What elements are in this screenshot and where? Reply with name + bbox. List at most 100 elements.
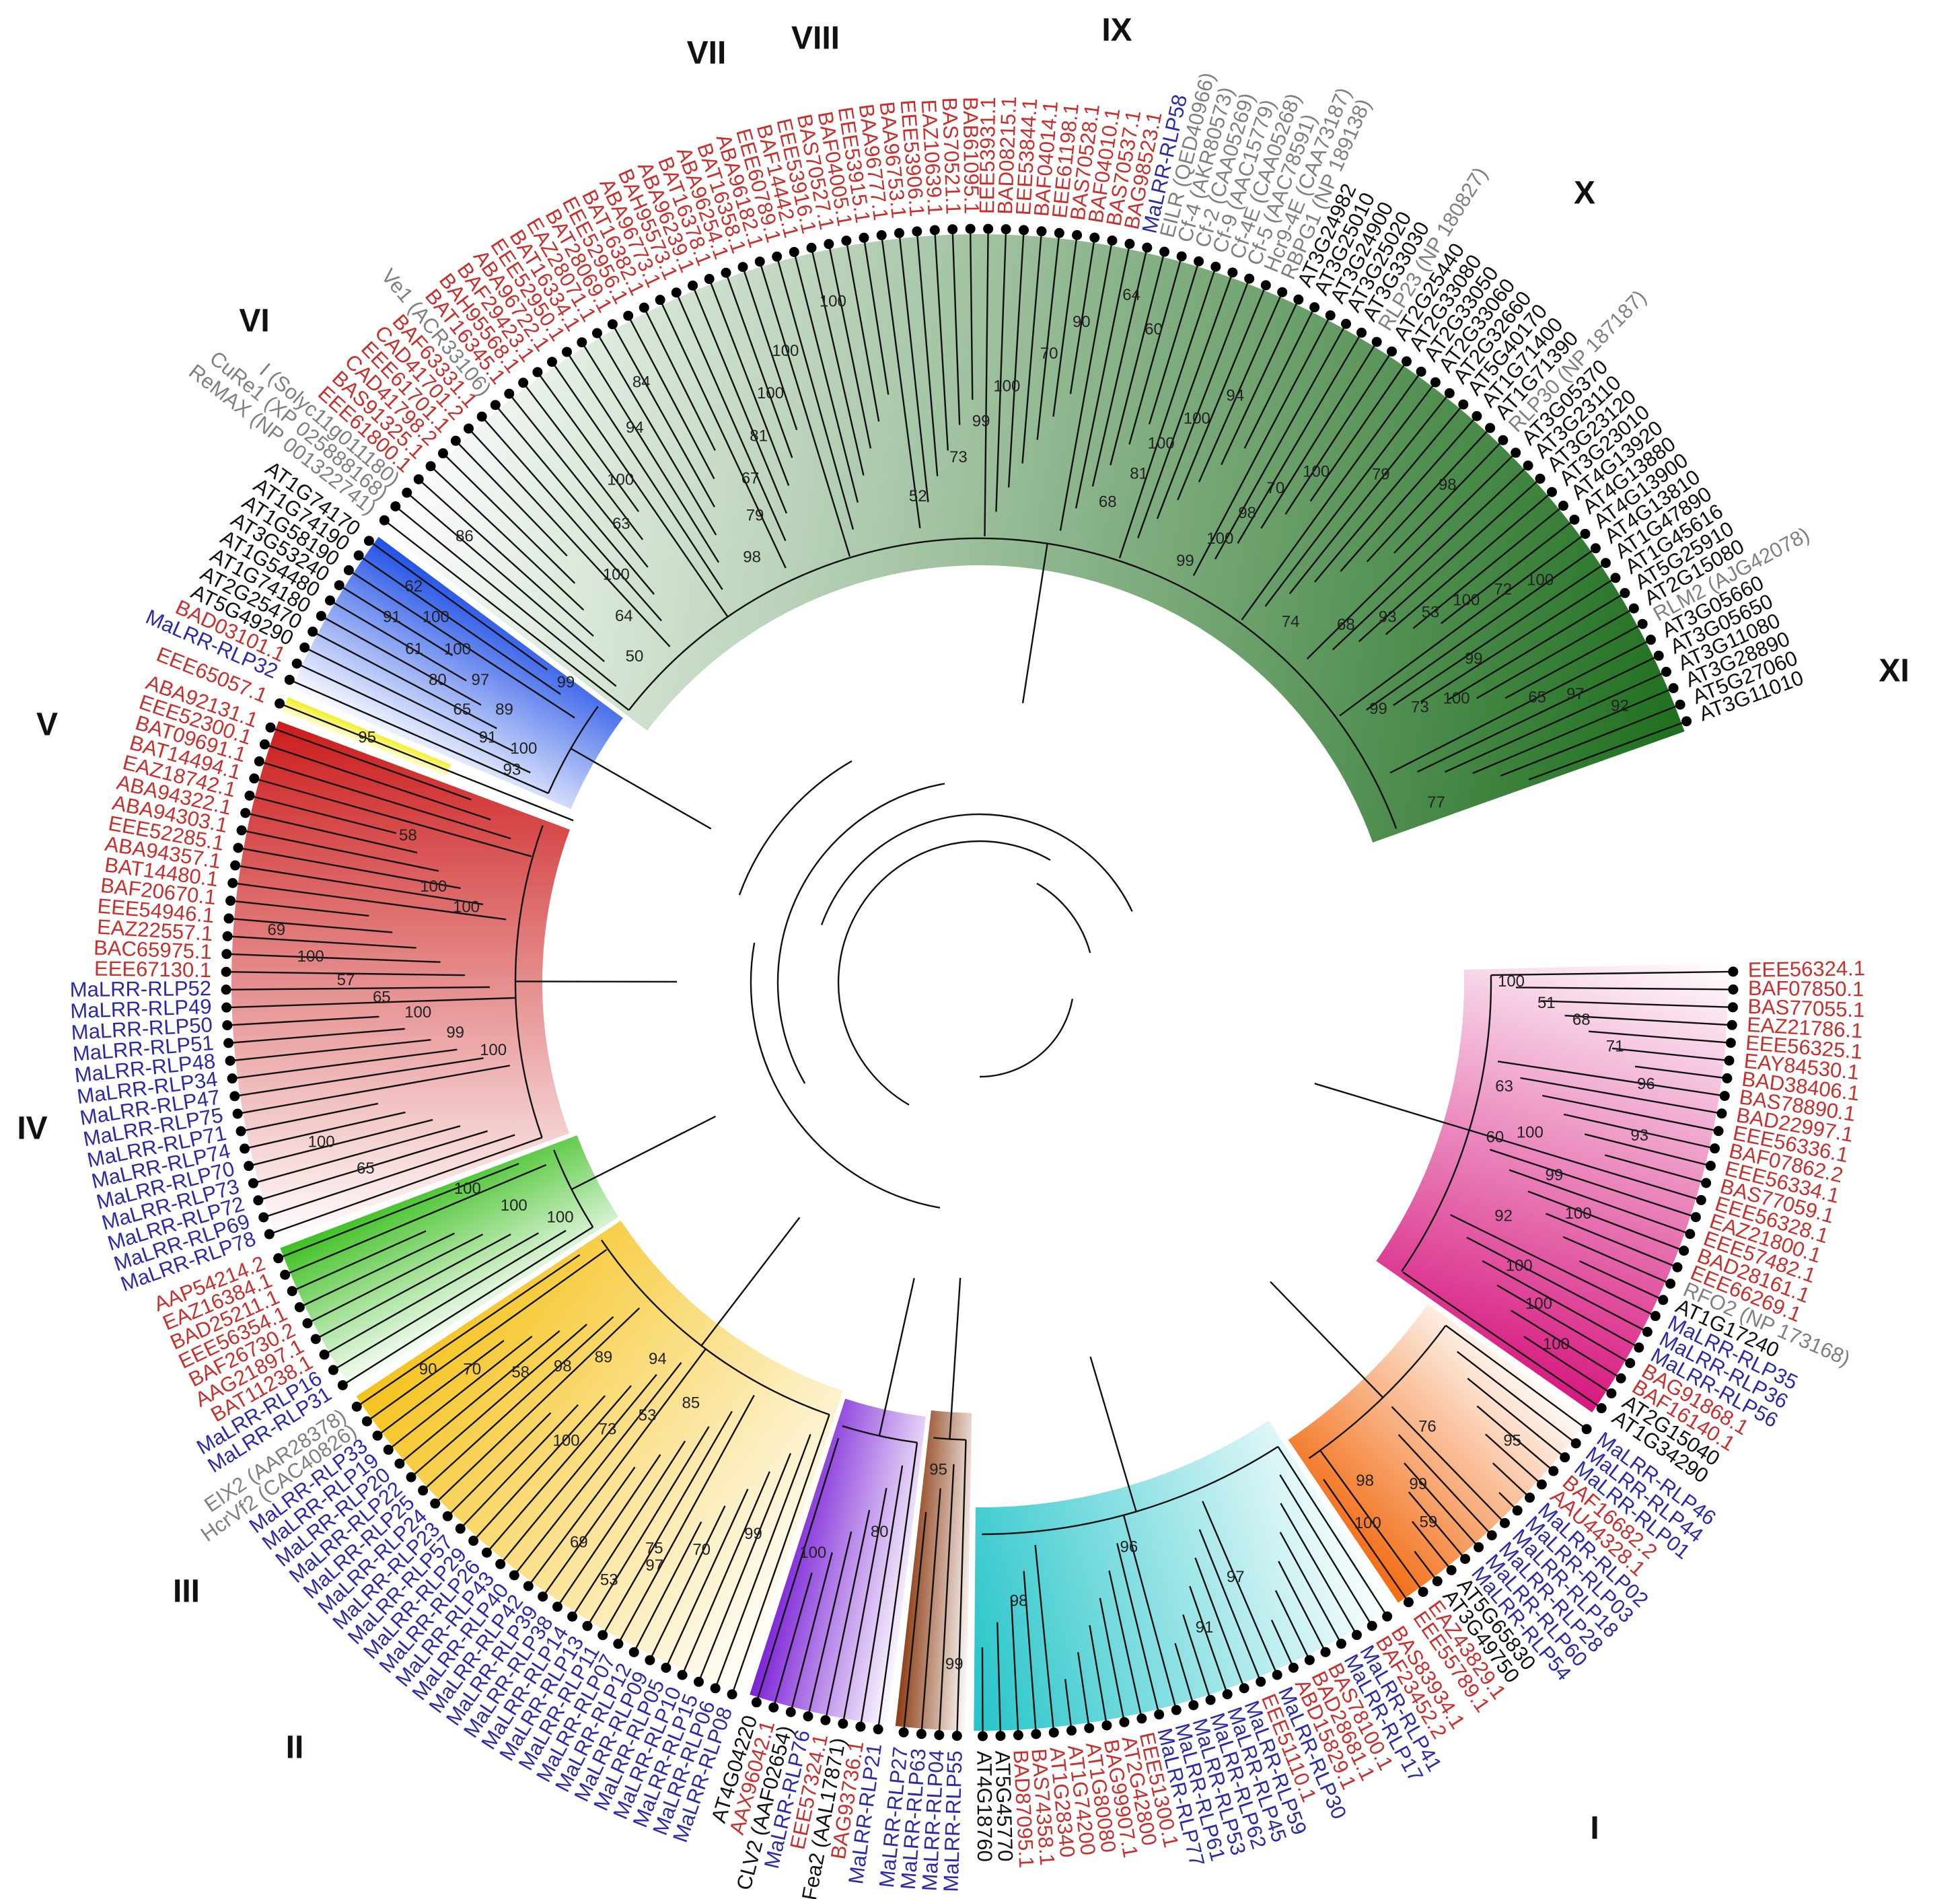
terminal-branch	[1472, 687, 1674, 775]
leaf-node	[223, 913, 234, 924]
terminal-branch	[969, 229, 974, 400]
terminal-branch	[1340, 415, 1478, 572]
bootstrap-value: 57	[337, 971, 355, 989]
leaf-node	[1675, 699, 1685, 710]
leaf-node	[1072, 229, 1083, 240]
leaf-node	[1637, 618, 1648, 629]
bootstrap-value: 81	[750, 427, 768, 445]
terminal-branch	[289, 679, 549, 794]
leaf-node	[1558, 501, 1568, 511]
leaf-node	[248, 1178, 258, 1188]
terminal-branch	[430, 465, 585, 611]
terminal-branch	[1280, 1503, 1358, 1636]
terminal-branch	[1496, 1284, 1631, 1364]
terminal-branch	[920, 1488, 941, 1734]
leaf-label: EEE67130.1	[94, 957, 212, 982]
leaf-node	[789, 246, 799, 257]
leaf-node	[1387, 346, 1398, 357]
leaf-node	[221, 966, 231, 977]
terminal-branch	[1563, 1113, 1715, 1149]
leaf-node	[394, 1458, 405, 1469]
leaf-node	[1634, 1342, 1644, 1353]
leaf-node	[232, 1108, 243, 1119]
leaf-node	[639, 302, 649, 313]
leaf-node	[225, 896, 236, 906]
leaf-label: BAD08215.1	[993, 96, 1021, 215]
terminal-branch	[1306, 452, 1517, 660]
bootstrap-value: 100	[607, 471, 634, 489]
leaf-node	[1685, 1229, 1696, 1240]
leaf-node	[1351, 1630, 1362, 1641]
leaf-node	[1272, 1670, 1282, 1680]
leaf-node	[1523, 460, 1533, 471]
bootstrap-value: 100	[1506, 1256, 1533, 1275]
leaf-node	[1154, 1709, 1165, 1720]
terminal-branch	[254, 777, 532, 857]
leaf-node	[1277, 287, 1288, 297]
terminal-branch	[1069, 237, 1096, 394]
clade-arc	[842, 1425, 918, 1443]
terminal-branch	[756, 1437, 840, 1703]
leaf-node	[1710, 1143, 1720, 1154]
leaf-node	[1171, 1705, 1182, 1715]
leaf-node	[1227, 267, 1238, 278]
leaf-node	[1727, 1002, 1738, 1013]
bootstrap-value: 99	[1409, 1475, 1427, 1493]
leaf-node	[803, 1711, 813, 1722]
terminal-branch	[324, 1232, 539, 1356]
terminal-branch	[235, 864, 484, 906]
leaf-label: AT4G18760	[972, 1751, 996, 1862]
leaf-node	[768, 1702, 779, 1713]
leaf-node	[1320, 1647, 1331, 1657]
bootstrap-value: 100	[1453, 591, 1480, 609]
leaf-node	[1728, 984, 1739, 995]
terminal-branch	[1540, 1000, 1733, 1009]
leaf-node	[481, 1547, 492, 1558]
clade-stem	[1021, 543, 1048, 704]
terminal-branch	[1584, 1133, 1711, 1167]
leaf-node	[291, 658, 302, 669]
leaf-node	[244, 790, 255, 801]
leaf-node	[591, 328, 602, 338]
leaf-node	[240, 808, 251, 818]
leaf-node	[1705, 1160, 1716, 1171]
terminal-branch	[1408, 1491, 1466, 1560]
leaf-node	[1725, 1038, 1736, 1048]
terminal-branch	[1077, 1652, 1090, 1729]
leaf-node	[1610, 573, 1621, 583]
leaf-node	[655, 295, 665, 306]
leaf-node	[284, 674, 295, 685]
terminal-branch	[772, 1572, 813, 1708]
leaf-node	[1625, 1358, 1636, 1369]
leaf-node	[235, 1126, 246, 1137]
terminal-branch	[698, 1453, 792, 1682]
bootstrap-value: 62	[404, 577, 423, 596]
terminal-branch	[258, 760, 511, 840]
terminal-branch	[231, 1048, 458, 1079]
leaf-node	[310, 1334, 321, 1345]
bootstrap-value: 91	[1196, 1618, 1214, 1637]
terminal-branch	[1198, 1529, 1262, 1682]
terminal-branch	[455, 440, 568, 557]
leaf-label: MaLRR-RLP52	[70, 976, 212, 1001]
terminal-branch	[1202, 1501, 1278, 1676]
terminal-branch	[1323, 1478, 1410, 1603]
leaf-node	[597, 1630, 608, 1641]
leaf-node	[1645, 635, 1656, 645]
tree-branches	[226, 229, 1733, 1736]
internal-arc	[1036, 882, 1091, 954]
terminal-branch	[551, 361, 728, 617]
bootstrap-value: 93	[1630, 1126, 1648, 1145]
leaf-node	[1048, 1727, 1059, 1738]
terminal-branch	[1489, 1149, 1696, 1218]
leaf-node	[1535, 473, 1546, 484]
leaf-node	[418, 1485, 429, 1496]
terminal-branch	[1515, 987, 1733, 991]
terminal-branch	[1611, 1047, 1730, 1062]
leaf-node	[995, 1731, 1006, 1742]
leaf-node	[561, 347, 572, 357]
leaf-node	[509, 1570, 519, 1581]
terminal-branch	[1089, 1624, 1108, 1726]
leaf-node	[1309, 302, 1320, 313]
leaf-label: BAF07850.1	[1748, 976, 1864, 1001]
